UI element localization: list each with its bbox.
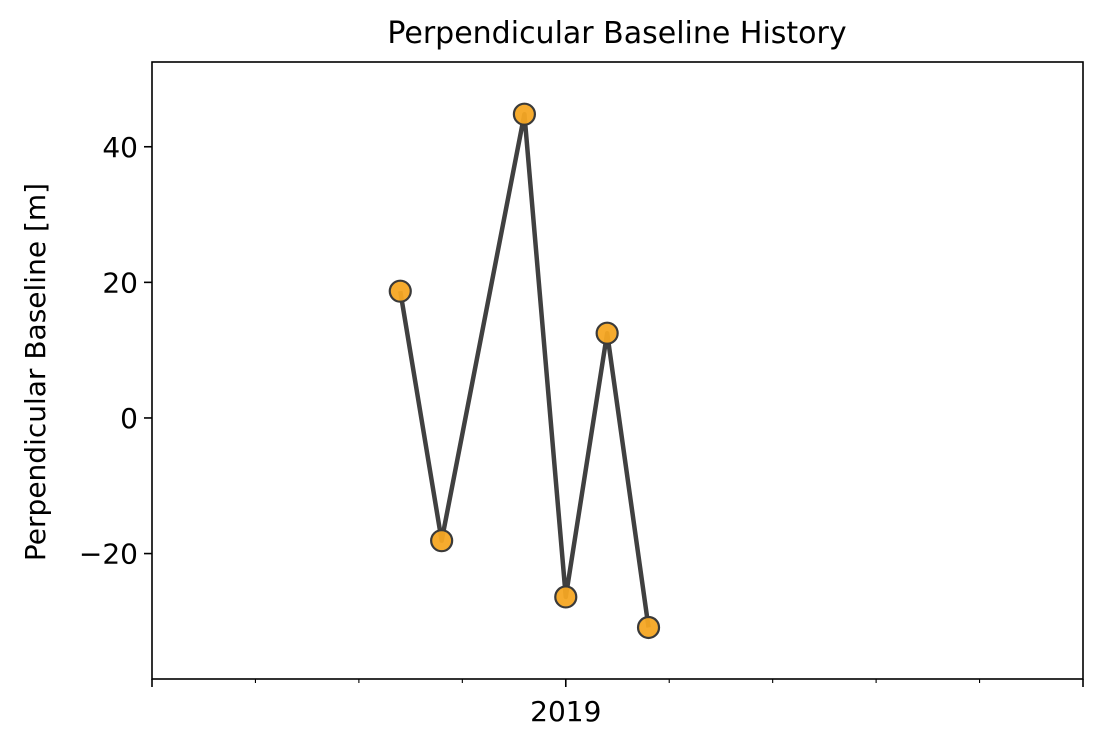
baseline-data-point [636, 615, 661, 640]
y-axis: −20 0 20 40 [79, 131, 152, 571]
baseline-data-point [595, 321, 619, 345]
baseline-data-point [430, 529, 454, 553]
chart-title: Perpendicular Baseline History [387, 16, 846, 51]
x-tick-label: 2019 [530, 695, 601, 728]
series-layer [388, 102, 661, 640]
plot-frame [151, 61, 1084, 680]
y-tick-label: 0 [120, 402, 138, 435]
y-tick-label: −20 [79, 538, 138, 571]
baseline-series-line [398, 111, 651, 628]
y-axis-label: Perpendicular Baseline [m] [19, 183, 52, 561]
baseline-data-point [512, 102, 537, 126]
baseline-data-point [554, 585, 578, 609]
x-axis: 2019 [151, 679, 1084, 728]
y-tick-label: 20 [102, 266, 138, 299]
baseline-data-point [388, 279, 412, 303]
y-tick-label: 40 [102, 131, 138, 164]
